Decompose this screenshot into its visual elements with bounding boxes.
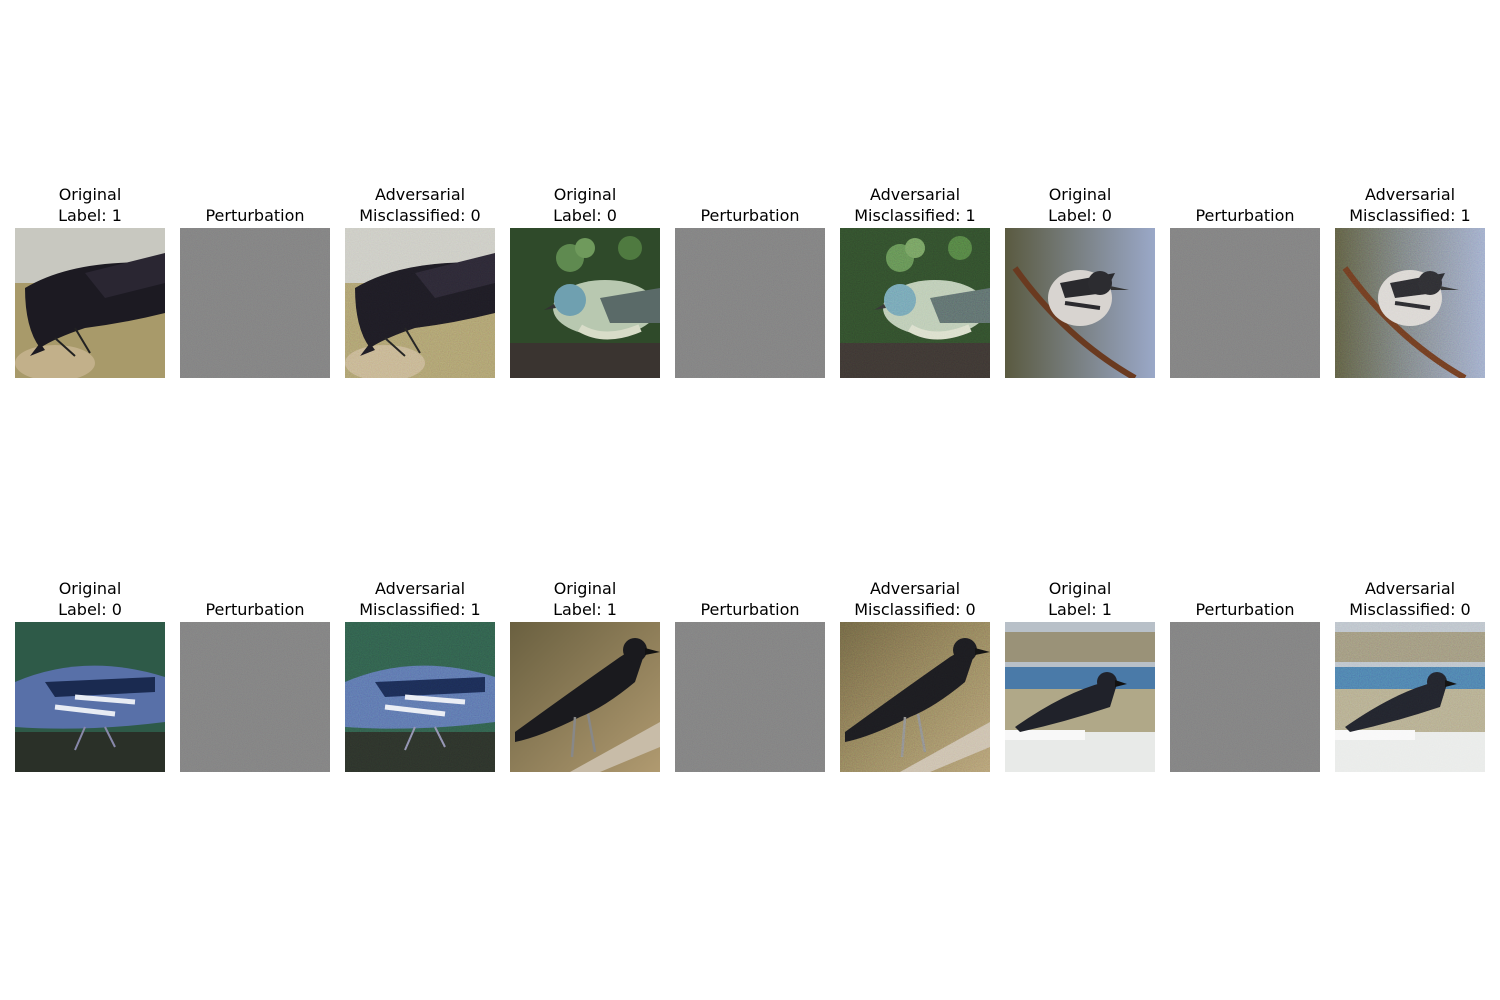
- title-line-2: Misclassified: 1: [359, 600, 481, 619]
- original-panel: Original Label: 0: [1005, 168, 1155, 378]
- original-panel: Original Label: 1: [510, 562, 660, 772]
- perturbation-title: Perturbation: [150, 599, 360, 620]
- original-bird-image: [510, 622, 660, 772]
- adversarial-bird-image: [1335, 228, 1485, 378]
- adversarial-bird-image: [1335, 622, 1485, 772]
- original-bird-image: [1005, 622, 1155, 772]
- title-line-1: Original: [1048, 185, 1112, 204]
- perturbation-title: Perturbation: [645, 205, 855, 226]
- original-panel: Original Label: 1: [15, 168, 165, 378]
- adversarial-bird-image: [345, 228, 495, 378]
- adversarial-title: Adversarial Misclassified: 0: [315, 184, 525, 226]
- title-line-2: Label: 0: [58, 600, 122, 619]
- title-line-1: Adversarial: [1364, 579, 1456, 598]
- original-title: Original Label: 1: [480, 578, 690, 620]
- adversarial-title: Adversarial Misclassified: 0: [1305, 578, 1500, 620]
- title-line-2: Misclassified: 1: [1349, 206, 1471, 225]
- title-line-1: Original: [1048, 579, 1112, 598]
- title-line-2: Label: 1: [553, 600, 617, 619]
- adversarial-bird-image: [345, 622, 495, 772]
- original-title: Original Label: 1: [975, 578, 1185, 620]
- title-line-1: Adversarial: [869, 185, 961, 204]
- original-title: Original Label: 0: [975, 184, 1185, 226]
- original-panel: Original Label: 1: [1005, 562, 1155, 772]
- title-line-2: Misclassified: 1: [854, 206, 976, 225]
- perturbation-panel: Perturbation: [180, 562, 330, 772]
- figure-row: Original Label: 0 Perturbation Adversaria…: [0, 562, 1500, 772]
- title-line-1: Original: [58, 185, 122, 204]
- perturbation-title: Perturbation: [1140, 205, 1350, 226]
- title-line-2: Label: 0: [553, 206, 617, 225]
- original-title: Original Label: 0: [480, 184, 690, 226]
- perturbation-title: Perturbation: [150, 205, 360, 226]
- adversarial-panel: Adversarial Misclassified: 1: [1335, 168, 1485, 378]
- title-line-1: Adversarial: [374, 579, 466, 598]
- adversarial-panel: Adversarial Misclassified: 0: [345, 168, 495, 378]
- title-line-2: Label: 0: [1048, 206, 1112, 225]
- original-title: Original Label: 1: [0, 184, 195, 226]
- perturbation-noise-image: [1170, 228, 1320, 378]
- title-line-1: Adversarial: [869, 579, 961, 598]
- title-line-2: Perturbation: [1195, 206, 1295, 225]
- perturbation-panel: Perturbation: [180, 168, 330, 378]
- adversarial-bird-image: [840, 622, 990, 772]
- title-line-1: Original: [553, 579, 617, 598]
- adversarial-panel: Adversarial Misclassified: 0: [1335, 562, 1485, 772]
- adversarial-title: Adversarial Misclassified: 1: [1305, 184, 1500, 226]
- title-line-2: Misclassified: 0: [854, 600, 976, 619]
- title-line-1: Original: [553, 185, 617, 204]
- perturbation-panel: Perturbation: [1170, 562, 1320, 772]
- original-bird-image: [15, 622, 165, 772]
- adversarial-title: Adversarial Misclassified: 1: [315, 578, 525, 620]
- title-line-1: Adversarial: [374, 185, 466, 204]
- adversarial-title: Adversarial Misclassified: 0: [810, 578, 1020, 620]
- adversarial-panel: Adversarial Misclassified: 0: [840, 562, 990, 772]
- perturbation-noise-image: [675, 622, 825, 772]
- title-line-2: Misclassified: 0: [359, 206, 481, 225]
- perturbation-panel: Perturbation: [1170, 168, 1320, 378]
- title-line-2: Misclassified: 0: [1349, 600, 1471, 619]
- perturbation-noise-image: [180, 228, 330, 378]
- perturbation-noise-image: [180, 622, 330, 772]
- original-bird-image: [1005, 228, 1155, 378]
- title-line-1: Original: [58, 579, 122, 598]
- figure-row: Original Label: 1 Perturbation Adversaria…: [0, 168, 1500, 378]
- title-line-1: Adversarial: [1364, 185, 1456, 204]
- original-bird-image: [15, 228, 165, 378]
- perturbation-noise-image: [1170, 622, 1320, 772]
- title-line-2: Perturbation: [700, 206, 800, 225]
- perturbation-title: Perturbation: [1140, 599, 1350, 620]
- perturbation-noise-image: [675, 228, 825, 378]
- adversarial-panel: Adversarial Misclassified: 1: [840, 168, 990, 378]
- adversarial-title: Adversarial Misclassified: 1: [810, 184, 1020, 226]
- original-bird-image: [510, 228, 660, 378]
- adversarial-panel: Adversarial Misclassified: 1: [345, 562, 495, 772]
- perturbation-panel: Perturbation: [675, 168, 825, 378]
- title-line-2: Perturbation: [205, 600, 305, 619]
- original-panel: Original Label: 0: [15, 562, 165, 772]
- perturbation-title: Perturbation: [645, 599, 855, 620]
- perturbation-panel: Perturbation: [675, 562, 825, 772]
- title-line-2: Perturbation: [1195, 600, 1295, 619]
- original-panel: Original Label: 0: [510, 168, 660, 378]
- adversarial-bird-image: [840, 228, 990, 378]
- original-title: Original Label: 0: [0, 578, 195, 620]
- title-line-2: Label: 1: [1048, 600, 1112, 619]
- title-line-2: Perturbation: [205, 206, 305, 225]
- title-line-2: Label: 1: [58, 206, 122, 225]
- title-line-2: Perturbation: [700, 600, 800, 619]
